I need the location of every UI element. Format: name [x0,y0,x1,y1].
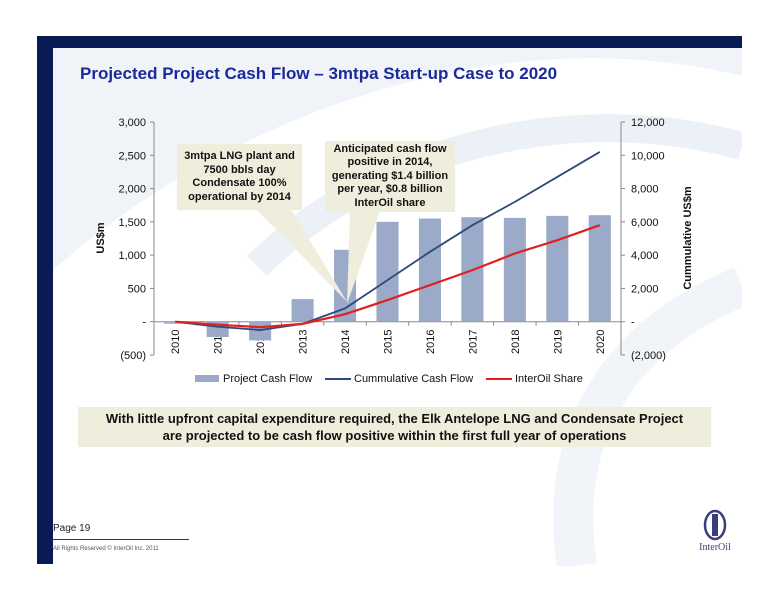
bar-project-cash-flow [249,321,272,341]
legend-label-interoil: InterOil Share [515,373,583,385]
y-tick-label-right: 8,000 [631,184,659,196]
page-title: Projected Project Cash Flow – 3mtpa Star… [80,64,558,83]
y-tick-label-right: (2,000) [631,350,666,362]
x-tick-label: 2015 [383,330,395,354]
y-tick-label-right: 10,000 [631,150,665,162]
y-tick-label-left: 1,000 [118,250,146,262]
y-tick-label-left: 2,000 [118,184,146,196]
y-tick-label-left: - [142,317,146,329]
bar-project-cash-flow [503,217,526,322]
y-axis-title-left: US$m [95,222,107,253]
y-tick-label-left: 2,500 [118,150,146,162]
logo-text: InterOil [699,542,731,553]
bar-project-cash-flow [546,215,569,322]
y-tick-label-right: 12,000 [631,117,665,129]
page-number: Page 19 [53,523,91,534]
callout-cash-positive-text: Anticipated cash flow positive in 2014, … [331,142,449,209]
bar-project-cash-flow [291,299,314,322]
background-swoosh [37,36,742,566]
callout-cash-positive: Anticipated cash flow positive in 2014, … [325,141,455,212]
line-cumulative-cash-flow [175,151,601,331]
y-tick-label-left: 1,500 [118,217,146,229]
callout-pointer-cash-positive [347,211,380,304]
y-tick-label-right: 6,000 [631,217,659,229]
x-tick-label: 2014 [340,330,352,354]
summary-text: With little upfront capital expenditure … [105,411,684,443]
summary-box: With little upfront capital expenditure … [78,407,711,447]
x-tick-label: 2019 [552,330,564,354]
copyright-text: All Rights Reserved © InterOil Inc. 2011 [53,546,159,552]
y-tick-label-right: 2,000 [631,283,659,295]
legend-label-project-cash-flow: Project Cash Flow [223,373,312,385]
line-interoil-share [175,224,601,329]
y-tick-label-left: 3,000 [118,117,146,129]
callout-pointer-operational [255,208,348,302]
y-tick-label-left: (500) [120,350,146,362]
y-axis-title-right: Cummulative US$m [682,186,694,290]
legend-swatch-project-cash-flow [195,375,219,382]
y-tick-label-right: 4,000 [631,250,659,262]
callout-operational: 3mtpa LNG plant and 7500 bbls day Conden… [177,144,302,210]
x-tick-label: 2018 [510,330,522,354]
interoil-logo: InterOil [693,508,737,554]
x-tick-label: 2020 [595,330,607,354]
bar-project-cash-flow [588,215,611,322]
header-bar [37,36,742,48]
x-tick-label: 2013 [298,330,310,354]
y-tick-label-right: - [631,317,635,329]
x-tick-label: 2010 [170,330,182,354]
y-tick-label-left: 500 [128,283,146,295]
footer-divider [53,539,189,540]
x-tick-label: 2017 [467,330,479,354]
bar-project-cash-flow [376,221,399,322]
bar-project-cash-flow [418,218,441,322]
logo-icon [703,509,727,541]
callout-operational-text: 3mtpa LNG plant and 7500 bbls day Conden… [184,150,295,203]
legend-label-cumulative: Cummulative Cash Flow [354,373,473,385]
side-bar [37,36,53,564]
x-tick-label: 2016 [425,330,437,354]
